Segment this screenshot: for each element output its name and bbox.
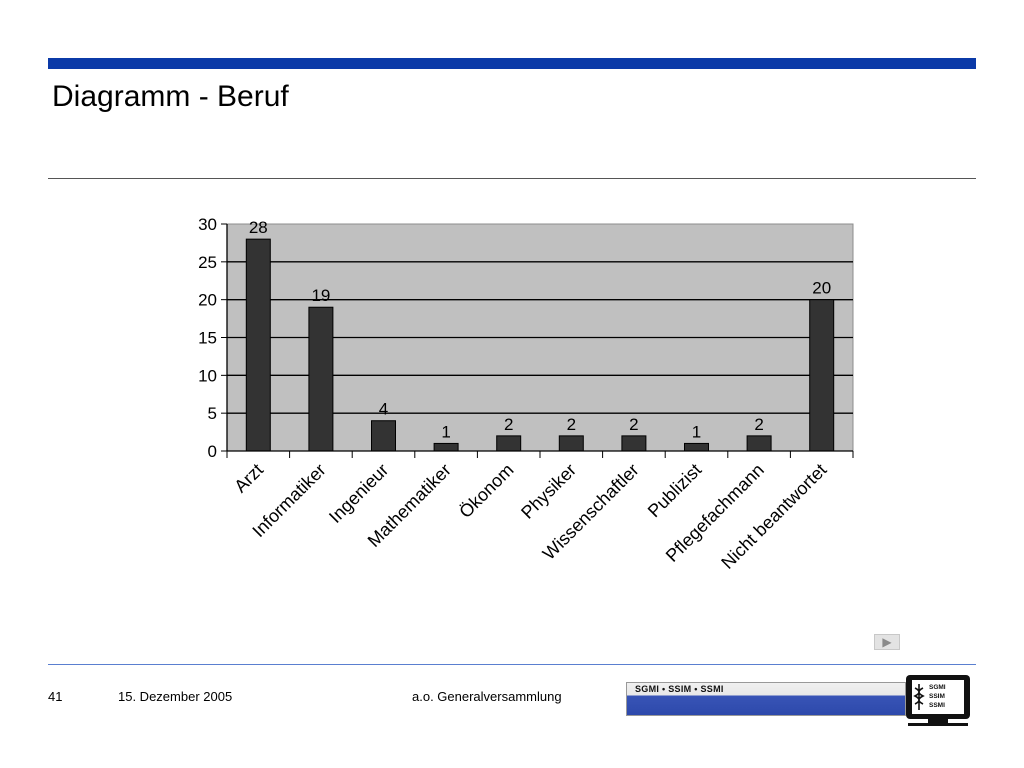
- logo-text: SGMI • SSIM • SSMI: [635, 684, 724, 694]
- title-divider: [48, 178, 976, 179]
- footer-divider: [48, 664, 976, 665]
- bar: [621, 435, 647, 452]
- bar: [433, 442, 459, 452]
- logo-monitor-line-2: SSIM: [929, 693, 945, 700]
- bar: [371, 420, 396, 452]
- y-tick-label: 10: [198, 366, 217, 385]
- bar: [746, 435, 772, 452]
- y-tick-label: 20: [198, 291, 217, 310]
- y-tick-label: 5: [208, 404, 217, 423]
- association-logo-bar: SGMI • SSIM • SSMI: [626, 682, 906, 716]
- data-label: 2: [629, 415, 638, 434]
- data-label: 2: [567, 415, 576, 434]
- y-tick-label: 0: [208, 442, 217, 461]
- footer-date: 15. Dezember 2005: [118, 689, 233, 704]
- bar: [558, 435, 584, 452]
- data-label: 2: [754, 415, 763, 434]
- data-label: 1: [692, 422, 701, 441]
- x-tick-label: Ingenieur: [325, 460, 392, 527]
- data-label: 19: [311, 286, 330, 305]
- footer-event: a.o. Generalversammlung: [412, 689, 562, 704]
- bar: [308, 306, 334, 452]
- x-tick-label: Arzt: [230, 460, 267, 497]
- y-tick-label: 15: [198, 329, 217, 348]
- x-tick-label: Physiker: [517, 460, 580, 523]
- data-label: 28: [249, 218, 268, 237]
- data-label: 4: [379, 400, 388, 419]
- x-tick-label: Nicht beantwortet: [717, 460, 830, 573]
- play-arrow-icon: ▶: [882, 635, 892, 649]
- bar: [809, 299, 835, 452]
- data-label: 1: [441, 422, 450, 441]
- logo-monitor-line-1: SGMI: [929, 684, 946, 691]
- bar: [245, 238, 271, 452]
- y-tick-label: 25: [198, 253, 217, 272]
- y-tick-label: 30: [198, 215, 217, 234]
- page-number: 41: [48, 689, 63, 704]
- data-label: 20: [812, 279, 831, 298]
- slide-title: Diagramm - Beruf: [52, 80, 289, 113]
- top-accent-bar: [48, 58, 976, 69]
- data-label: 2: [504, 415, 513, 434]
- x-tick-label: Publizist: [644, 460, 706, 522]
- next-slide-button[interactable]: ▶: [874, 634, 900, 650]
- bar: [684, 442, 709, 452]
- x-tick-label: Ökonom: [455, 460, 517, 522]
- logo-monitor-line-3: SSMI: [929, 702, 945, 709]
- bar: [496, 435, 522, 452]
- monitor-caduceus-icon: SGMI SSIM SSMI: [906, 675, 970, 726]
